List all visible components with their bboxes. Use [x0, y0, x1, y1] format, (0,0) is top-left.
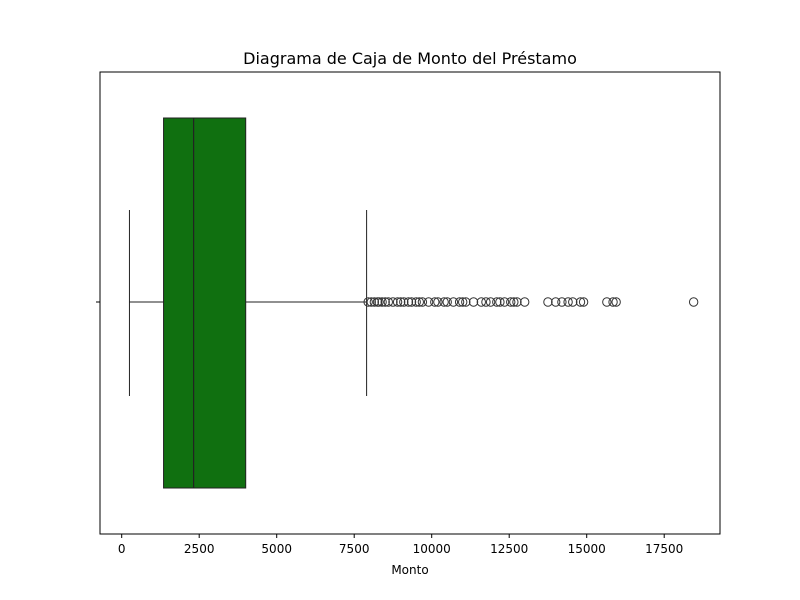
outlier-point — [543, 297, 553, 307]
outlier-point — [377, 297, 387, 307]
outlier-point — [448, 297, 459, 307]
outlier-point — [380, 297, 390, 307]
outlier-point — [688, 297, 699, 307]
outlier-point — [568, 297, 578, 307]
x-tick-label: 15000 — [568, 542, 606, 556]
outlier-point — [363, 297, 373, 307]
outlier-point — [411, 297, 421, 307]
outlier-point — [611, 297, 621, 307]
x-tick-label: 12500 — [490, 542, 528, 556]
outlier-point — [506, 297, 516, 307]
x-tick-label: 10000 — [413, 542, 451, 556]
outlier-point — [430, 297, 440, 307]
outlier-point — [399, 297, 409, 307]
outlier-point — [374, 297, 384, 307]
outlier-point — [499, 297, 510, 307]
outlier-point — [458, 297, 468, 307]
x-tick-label: 5000 — [261, 542, 292, 556]
outlier-point — [417, 297, 428, 307]
outlier-point — [406, 297, 417, 307]
plot-area — [128, 117, 699, 489]
outlier-point — [557, 297, 567, 307]
outlier-point — [388, 297, 398, 307]
interquartile-box — [163, 117, 247, 489]
outlier-point — [433, 297, 443, 307]
outlier-point — [423, 297, 434, 307]
outlier-point — [551, 297, 561, 307]
outlier-point — [608, 297, 618, 307]
outlier-point — [461, 297, 471, 307]
outlier-point — [439, 297, 449, 307]
outlier-point — [485, 297, 496, 307]
x-axis-label: Monto — [391, 563, 428, 577]
outlier-point — [563, 297, 573, 307]
outlier-point — [403, 297, 414, 307]
outlier-point — [383, 297, 393, 307]
outlier-point — [495, 297, 505, 307]
outlier-point — [392, 297, 403, 307]
chart-title: Diagrama de Caja de Monto del Préstamo — [243, 49, 577, 68]
outlier-point — [476, 297, 486, 307]
x-tick-label: 2500 — [184, 542, 215, 556]
x-tick-label: 17500 — [645, 542, 683, 556]
outlier-point — [414, 297, 424, 307]
outlier-point — [442, 297, 452, 307]
outlier-point — [481, 297, 491, 307]
outlier-point — [509, 297, 519, 307]
outlier-point — [366, 297, 376, 307]
x-tick-label: 0 — [118, 542, 126, 556]
plot-frame — [99, 71, 721, 535]
outlier-point — [468, 297, 479, 307]
outlier-point — [520, 297, 530, 307]
x-tick-label: 7500 — [339, 542, 370, 556]
outlier-point — [512, 297, 522, 307]
outlier-point — [602, 297, 612, 307]
x-axis: 0 2500 5000 7500 10000 12500 15000 17500 — [118, 534, 683, 556]
outlier-point — [575, 297, 586, 307]
outlier-point — [492, 297, 502, 307]
outlier-point — [578, 297, 589, 307]
outlier-point — [454, 297, 465, 307]
outlier-point — [396, 297, 406, 307]
outlier-point — [369, 297, 380, 307]
